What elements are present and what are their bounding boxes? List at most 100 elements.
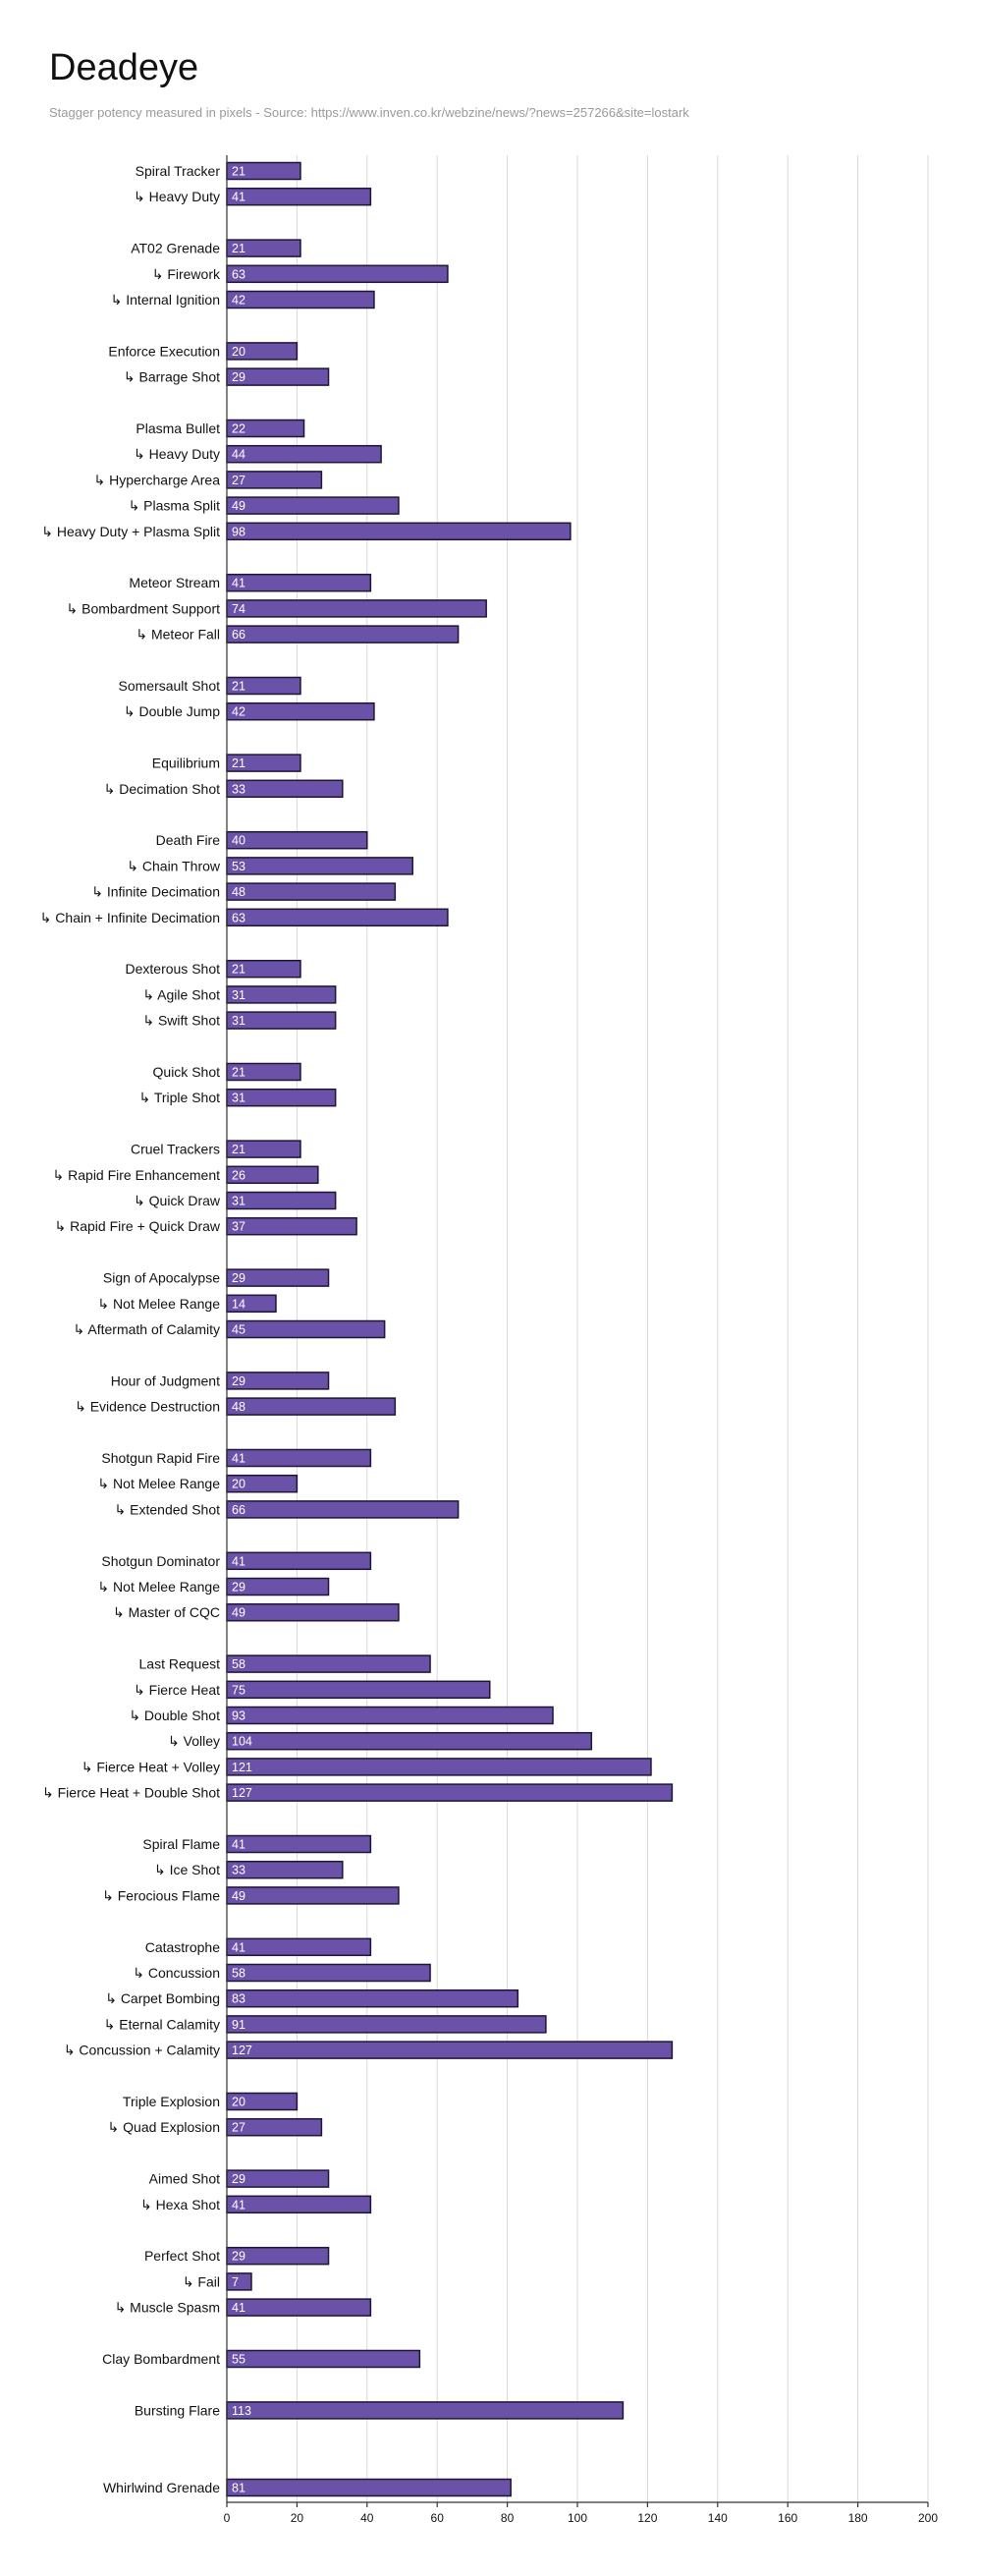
bar-row: ↳ Volley 104 bbox=[168, 1731, 593, 1751]
category-label: Hour of Judgment bbox=[111, 1372, 220, 1388]
data-label: 48 bbox=[232, 1400, 245, 1414]
x-tick-label: 140 bbox=[708, 2511, 728, 2525]
bar-row: ↳ Agile Shot 31 bbox=[142, 985, 337, 1004]
category-label: ↳ Evidence Destruction bbox=[75, 1399, 220, 1415]
category-label: Meteor Stream bbox=[129, 575, 220, 590]
category-label: Enforce Execution bbox=[108, 343, 220, 359]
data-label: 20 bbox=[232, 345, 245, 359]
data-label: 49 bbox=[232, 1606, 245, 1620]
category-label: Whirlwind Grenade bbox=[103, 2480, 220, 2495]
x-tick-label: 20 bbox=[291, 2511, 304, 2525]
data-label: 41 bbox=[232, 1554, 245, 1568]
data-label: 81 bbox=[232, 2482, 245, 2495]
data-label: 58 bbox=[232, 1657, 245, 1671]
category-label: ↳ Master of CQC bbox=[113, 1604, 220, 1620]
bar-row: Shotgun Rapid Fire 41 bbox=[101, 1448, 372, 1468]
bar bbox=[226, 1397, 397, 1416]
bar-row: ↳ Quick Draw 31 bbox=[134, 1191, 337, 1210]
category-label: Last Request bbox=[139, 1656, 221, 1672]
category-label: ↳ Fail bbox=[183, 2273, 220, 2289]
bar-row: ↳ Master of CQC 49 bbox=[113, 1602, 400, 1622]
bar-row: ↳ Infinite Decimation 48 bbox=[91, 882, 397, 901]
category-label: ↳ Double Shot bbox=[129, 1708, 220, 1723]
data-label: 21 bbox=[232, 756, 245, 770]
category-label: ↳ Hypercharge Area bbox=[94, 472, 221, 487]
data-label: 42 bbox=[232, 705, 245, 719]
category-label: Perfect Shot bbox=[144, 2248, 220, 2264]
category-label: Spiral Tracker bbox=[136, 163, 221, 179]
bar bbox=[226, 2401, 625, 2420]
bar-row: Quick Shot 21 bbox=[153, 1062, 301, 1082]
category-label: ↳ Firework bbox=[152, 266, 221, 282]
category-label: ↳ Not Melee Range bbox=[97, 1579, 220, 1595]
category-label: ↳ Swift Shot bbox=[142, 1013, 220, 1029]
chart-title: Deadeye bbox=[49, 47, 199, 88]
bar-row: Last Request 58 bbox=[139, 1654, 431, 1673]
data-label: 48 bbox=[232, 885, 245, 899]
data-label: 21 bbox=[232, 242, 245, 255]
category-label: ↳ Quick Draw bbox=[134, 1193, 221, 1208]
category-label: ↳ Plasma Split bbox=[129, 498, 221, 514]
data-label: 41 bbox=[232, 1940, 245, 1954]
data-label: 66 bbox=[232, 1503, 245, 1517]
category-label: Death Fire bbox=[156, 832, 221, 848]
bar bbox=[226, 857, 413, 875]
data-label: 41 bbox=[232, 2301, 245, 2315]
x-tick-label: 120 bbox=[637, 2511, 657, 2525]
bar-row: ↳ Rapid Fire Enhancement 26 bbox=[53, 1165, 319, 1185]
bar-row: ↳ Carpet Bombing 83 bbox=[105, 1988, 519, 2008]
category-label: ↳ Rapid Fire + Quick Draw bbox=[55, 1218, 221, 1234]
bar bbox=[226, 1319, 386, 1339]
bar bbox=[226, 1758, 652, 1776]
data-label: 20 bbox=[232, 1478, 245, 1491]
bar bbox=[226, 1886, 400, 1905]
data-label: 27 bbox=[232, 474, 245, 487]
bar-row: ↳ Barrage Shot 29 bbox=[124, 367, 330, 386]
bar-row: ↳ Chain + Infinite Decimation 63 bbox=[40, 908, 449, 927]
bar-row: ↳ Extended Shot 66 bbox=[115, 1500, 460, 1519]
data-label: 45 bbox=[232, 1323, 245, 1337]
data-label: 21 bbox=[232, 165, 245, 179]
bar bbox=[226, 701, 375, 721]
bar-row: Spiral Flame 41 bbox=[142, 1834, 372, 1854]
category-label: ↳ Heavy Duty bbox=[134, 446, 220, 462]
bar bbox=[226, 1706, 554, 1725]
bar bbox=[226, 2195, 372, 2214]
data-label: 83 bbox=[232, 1992, 245, 2006]
bar-row: Death Fire 40 bbox=[156, 830, 368, 850]
bar bbox=[226, 290, 375, 309]
data-label: 66 bbox=[232, 628, 245, 642]
data-label: 29 bbox=[232, 2250, 245, 2264]
bar bbox=[226, 522, 572, 541]
category-label: Triple Explosion bbox=[123, 2094, 220, 2109]
bar bbox=[226, 1731, 593, 1751]
category-label: ↳ Chain + Infinite Decimation bbox=[40, 910, 220, 925]
category-label: ↳ Meteor Fall bbox=[136, 627, 220, 643]
bar bbox=[226, 1500, 460, 1519]
data-label: 41 bbox=[232, 191, 245, 204]
data-label: 42 bbox=[232, 294, 245, 308]
category-label: ↳ Internal Ignition bbox=[111, 292, 220, 308]
category-label: Sign of Apocalypse bbox=[103, 1270, 220, 1286]
bar-row: ↳ Fierce Heat + Volley 121 bbox=[82, 1758, 652, 1776]
bar-row: Shotgun Dominator 41 bbox=[101, 1551, 372, 1571]
bar-row: ↳ Ferocious Flame 49 bbox=[102, 1886, 400, 1905]
bar-row: Dexterous Shot 21 bbox=[126, 959, 301, 979]
category-label: Quick Shot bbox=[153, 1064, 221, 1080]
bar-row: Clay Bombardment 55 bbox=[102, 2349, 421, 2369]
category-label: ↳ Not Melee Range bbox=[97, 1476, 220, 1491]
data-label: 37 bbox=[232, 1220, 245, 1234]
bar bbox=[226, 1602, 400, 1622]
category-label: Clay Bombardment bbox=[102, 2351, 220, 2367]
category-label: ↳ Double Jump bbox=[124, 703, 220, 719]
bar bbox=[226, 830, 368, 850]
data-label: 21 bbox=[232, 680, 245, 694]
data-label: 41 bbox=[232, 577, 245, 590]
category-label: Bursting Flare bbox=[135, 2402, 220, 2418]
category-label: ↳ Heavy Duty + Plasma Split bbox=[41, 524, 220, 539]
bar-row: Sign of Apocalypse 29 bbox=[103, 1268, 330, 1287]
data-label: 31 bbox=[232, 1195, 245, 1208]
data-label: 29 bbox=[232, 1374, 245, 1388]
category-label: ↳ Not Melee Range bbox=[97, 1296, 220, 1312]
bar-row: ↳ Double Shot 93 bbox=[129, 1706, 554, 1725]
